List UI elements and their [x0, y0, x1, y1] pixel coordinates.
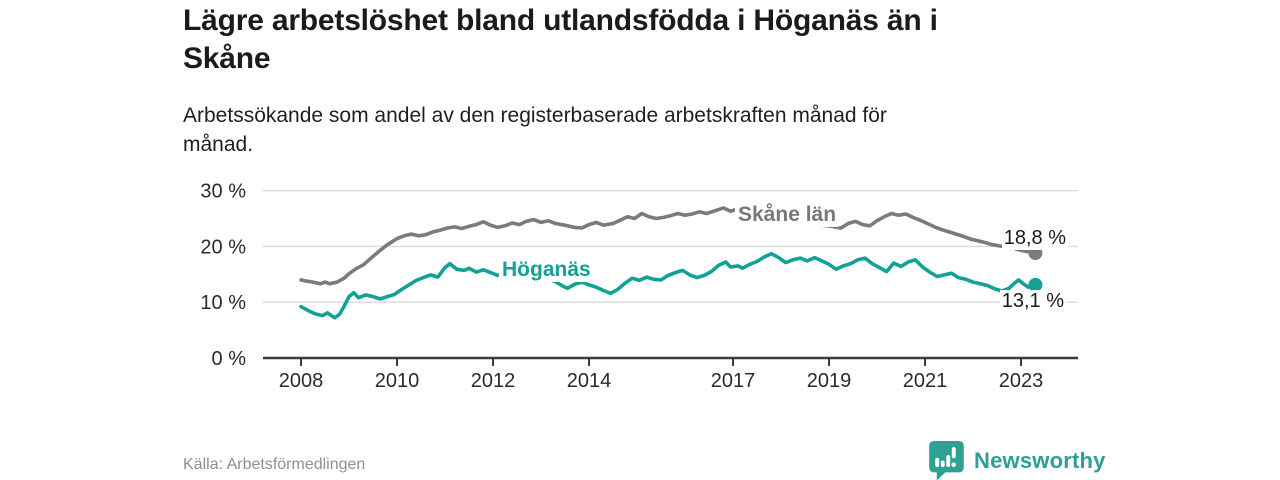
source-attribution: Källa: Arbetsförmedlingen — [183, 456, 366, 473]
x-tick-label: 2008 — [279, 370, 324, 392]
series-label-skane-lan: Skåne län — [735, 203, 840, 227]
x-tick-label: 2012 — [471, 370, 516, 392]
newsworthy-speech-bubble-bars-icon — [929, 441, 964, 480]
series-line-sk-ne-l-n — [299, 206, 1038, 286]
title-line-1: Lägre arbetslöshet bland utlandsfödda i … — [183, 4, 938, 37]
x-tick-label: 2010 — [375, 370, 420, 392]
series-line-h-gan-s — [299, 251, 1038, 320]
x-tick-label: 2014 — [567, 370, 612, 392]
x-tick-label: 2019 — [807, 370, 852, 392]
end-value-label-skane: 18,8 % — [1001, 227, 1068, 250]
newsworthy-wordmark: Newsworthy — [974, 448, 1106, 473]
subtitle-line-1: Arbetssökande som andel av den registerb… — [183, 104, 887, 127]
x-tick-label: 2021 — [903, 370, 948, 392]
y-tick-label: 0 % — [212, 348, 247, 370]
y-tick-label: 20 % — [200, 236, 246, 258]
chart-subtitle: Arbetssökande som andel av den registerb… — [183, 101, 1063, 159]
series-end-dot-h-gan-s — [1028, 277, 1043, 292]
page-title: Lägre arbetslöshet bland utlandsfödda i … — [183, 2, 1123, 78]
title-line-2: Skåne — [183, 42, 271, 75]
y-tick-label: 10 % — [200, 292, 246, 314]
series-label-hoganas: Höganäs — [499, 258, 594, 282]
x-tick-label: 2017 — [711, 370, 756, 392]
y-tick-label: 30 % — [200, 181, 246, 203]
newsworthy-brand: Newsworthy — [928, 441, 1106, 480]
end-value-label-hoganas: 13,1 % — [999, 290, 1066, 313]
x-tick-label: 2023 — [999, 370, 1044, 392]
subtitle-line-2: månad. — [183, 133, 254, 156]
